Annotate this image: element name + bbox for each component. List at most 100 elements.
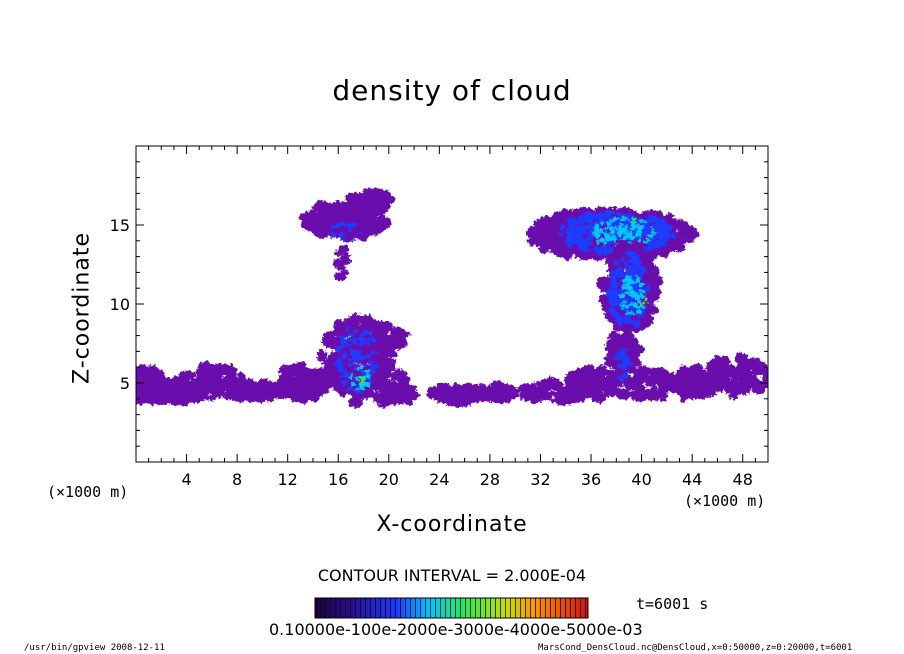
- cloud-cell: [526, 227, 542, 235]
- cloud-cell: [617, 232, 623, 238]
- cloud-cell: [627, 285, 632, 291]
- cloud-cell: [577, 238, 585, 243]
- cloud-cell: [345, 224, 351, 228]
- x-tick-label: 24: [429, 470, 449, 489]
- cloud-cell: [364, 354, 372, 358]
- cloud-cell: [528, 391, 541, 405]
- x-tick-label: 40: [631, 470, 651, 489]
- cloud-cell: [622, 353, 628, 359]
- cloud-cell: [637, 294, 645, 298]
- x-tick-label: 12: [278, 470, 298, 489]
- cloud-cell: [613, 260, 619, 266]
- x-tick-label: 4: [181, 470, 191, 489]
- cloud-cell: [636, 224, 642, 228]
- cloud-cell: [568, 224, 578, 230]
- x-tick-label: 44: [682, 470, 702, 489]
- cloud-cell: [562, 248, 573, 261]
- cloud-cell: [369, 350, 378, 355]
- cloud-cell: [361, 379, 366, 383]
- cloud-cell: [714, 362, 723, 372]
- cloud-cell: [200, 368, 210, 378]
- cloud-cell: [540, 219, 554, 230]
- cloud-cell: [368, 329, 372, 334]
- cloud-cell: [381, 345, 396, 355]
- cloud-cell: [624, 276, 629, 280]
- cloud-cell: [565, 234, 571, 240]
- cloud-density-field: [136, 188, 768, 409]
- cloud-cell: [371, 368, 375, 375]
- cloud-cell: [729, 389, 739, 401]
- cloud-cell: [616, 226, 622, 231]
- cloud-cell: [265, 391, 280, 400]
- cloud-cell: [713, 379, 730, 389]
- cloud-cell: [352, 350, 359, 357]
- cloud-cell: [350, 331, 355, 336]
- cloud-cell: [737, 373, 748, 379]
- cloud-cell: [622, 235, 629, 240]
- cloud-cell: [624, 231, 629, 235]
- cloud-cell: [337, 264, 344, 271]
- cloud-cell: [658, 236, 669, 243]
- cloud-cell: [466, 391, 475, 402]
- time-label: t=6001 s: [636, 595, 709, 613]
- cloud-cell: [369, 379, 373, 385]
- cloud-cell: [669, 232, 676, 239]
- cloud-cell: [634, 389, 648, 397]
- cloud-cell: [363, 355, 380, 363]
- y-tick-label: 10: [110, 295, 130, 314]
- cloud-cell: [616, 239, 628, 252]
- cloud-cell: [638, 230, 642, 236]
- cloud-cell: [599, 283, 610, 294]
- cloud-cell: [551, 226, 560, 238]
- cloud-cell: [620, 286, 627, 290]
- cloud-cell: [629, 291, 635, 295]
- cloud-cell: [612, 270, 621, 275]
- cloud-cell: [331, 379, 341, 389]
- cloud-cell: [348, 202, 363, 215]
- cloud-cell: [586, 235, 595, 239]
- cloud-cell: [359, 230, 364, 234]
- cloud-cell: [597, 230, 605, 234]
- cloud-cell: [754, 365, 767, 373]
- cloud-cell: [631, 272, 641, 276]
- cloud-cell: [622, 227, 627, 232]
- cloud-cell: [181, 370, 196, 380]
- cloud-cell: [620, 215, 626, 221]
- cloud-cell: [678, 388, 693, 398]
- x-unit-label-left: (×1000 m): [47, 483, 129, 501]
- cloud-cell: [580, 224, 588, 230]
- cloud-cell: [625, 318, 633, 322]
- cloud-cell: [626, 330, 634, 343]
- cloud-cell: [643, 220, 647, 225]
- cloud-cell: [623, 262, 629, 269]
- cloud-cell: [356, 354, 365, 360]
- x-tick-label: 8: [232, 470, 242, 489]
- cloud-cell: [213, 364, 229, 372]
- cloud-cell: [358, 332, 365, 337]
- cloud-cell: [343, 239, 347, 243]
- cloud-cell: [617, 374, 626, 382]
- cloud-cell: [346, 343, 352, 347]
- cloud-cell: [294, 380, 308, 392]
- cloud-cell: [358, 342, 365, 346]
- cloud-cell: [269, 384, 277, 392]
- x-tick-label: 20: [379, 470, 399, 489]
- cloud-cell: [351, 214, 360, 221]
- cloud-cell: [602, 212, 610, 217]
- cloud-cell: [674, 235, 683, 247]
- cloud-cell: [625, 250, 633, 257]
- cloud-cell: [575, 253, 591, 259]
- cloud-cell: [462, 382, 474, 392]
- cloud-cell: [651, 230, 657, 235]
- cloud-cell: [329, 224, 335, 229]
- cloud-cell: [587, 224, 593, 231]
- cloud-cell: [580, 366, 588, 374]
- colorbar-tick-labels: 0.10000e-100e-2000e-3000e-4000e-5000e-03: [269, 620, 643, 639]
- cloud-cell: [335, 212, 349, 223]
- cloud-cell: [370, 364, 378, 370]
- cloud-cell: [646, 233, 654, 238]
- cloud-cell: [361, 220, 374, 230]
- cloud-cell: [190, 377, 204, 383]
- cloud-cell: [565, 238, 571, 247]
